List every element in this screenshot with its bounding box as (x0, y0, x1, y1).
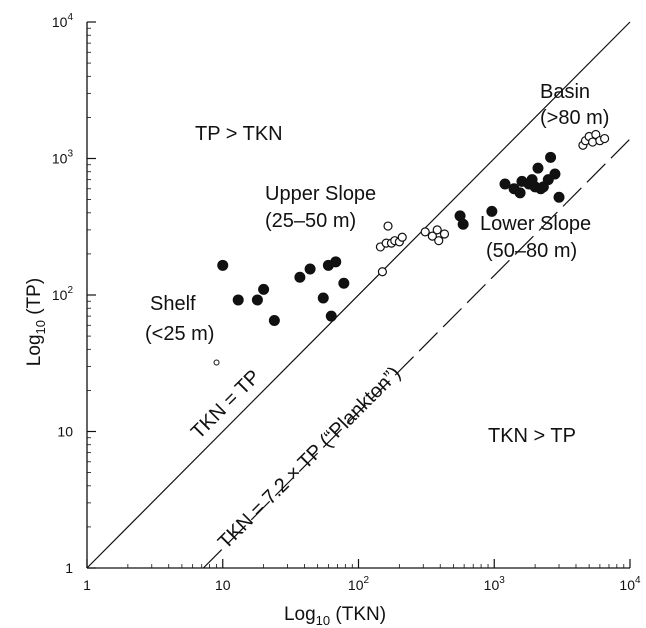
ref-line-label-1to1: TKN = TP (187, 366, 265, 444)
data-point-filled (317, 292, 329, 304)
reference-line-one-to-one (86, 21, 631, 569)
data-point-open (591, 129, 601, 140)
y-axis-title: Log10 (TP) (24, 278, 48, 366)
group-label-upper-slope-depth: (25–50 m) (265, 210, 356, 232)
data-point-open (439, 229, 450, 239)
data-point-filled (486, 205, 498, 217)
group-label-lower-slope: Lower Slope (480, 213, 591, 235)
data-point-filled (325, 310, 337, 322)
x-tick-label: 10 (215, 577, 231, 593)
data-point-open (432, 225, 442, 235)
y-tick-label: 104 (52, 12, 74, 30)
data-point-open (420, 227, 430, 237)
x-tick-label: 104 (619, 575, 641, 593)
data-point-filled (258, 283, 270, 295)
data-point-filled (514, 187, 526, 199)
data-point-filled (330, 256, 342, 268)
data-point-open (434, 236, 444, 246)
x-axis-title: Log10 (TKN) (284, 604, 386, 628)
data-point-filled (549, 168, 561, 180)
data-point-filled (545, 151, 557, 163)
data-point-filled (268, 315, 280, 327)
data-point-filled (251, 294, 263, 306)
group-label-lower-slope-depth: (50–80 m) (486, 240, 577, 262)
data-point-filled (338, 277, 350, 289)
data-point-small (213, 359, 220, 366)
data-point-open (397, 232, 407, 242)
data-point-filled (232, 294, 244, 306)
region-label-tkn-gt-tp: TKN > TP (488, 425, 576, 447)
group-label-shelf-depth: (<25 m) (145, 323, 214, 345)
group-label-shelf: Shelf (150, 293, 196, 315)
y-tick-label: 1 (65, 560, 73, 576)
data-point-filled (217, 259, 229, 271)
data-point-open (600, 133, 610, 144)
y-tick-label: 103 (52, 149, 74, 167)
data-point-filled (457, 218, 469, 230)
data-point-filled (294, 271, 306, 283)
data-point-open (587, 137, 598, 147)
y-tick-label: 102 (52, 285, 74, 303)
tick-marks: 1 10 102 103 104 1 10 102 103 104 (52, 12, 641, 593)
data-point-open (427, 231, 437, 241)
group-label-basin: Basin (540, 81, 590, 103)
data-point-filled (532, 162, 544, 174)
data-point-filled (553, 191, 565, 203)
y-tick-label: 10 (57, 424, 73, 440)
x-tick-label: 102 (348, 575, 370, 593)
group-label-basin-depth: (>80 m) (540, 107, 609, 129)
data-point-open (377, 267, 388, 277)
group-label-upper-slope: Upper Slope (265, 183, 376, 205)
reference-lines (86, 21, 631, 569)
data-points (213, 129, 610, 366)
data-point-open (383, 221, 393, 231)
region-label-tp-gt-tkn: TP > TKN (195, 123, 283, 145)
x-tick-label: 1 (83, 577, 91, 593)
x-tick-label: 103 (484, 575, 506, 593)
data-point-filled (304, 263, 316, 275)
data-point-filled (499, 178, 511, 190)
